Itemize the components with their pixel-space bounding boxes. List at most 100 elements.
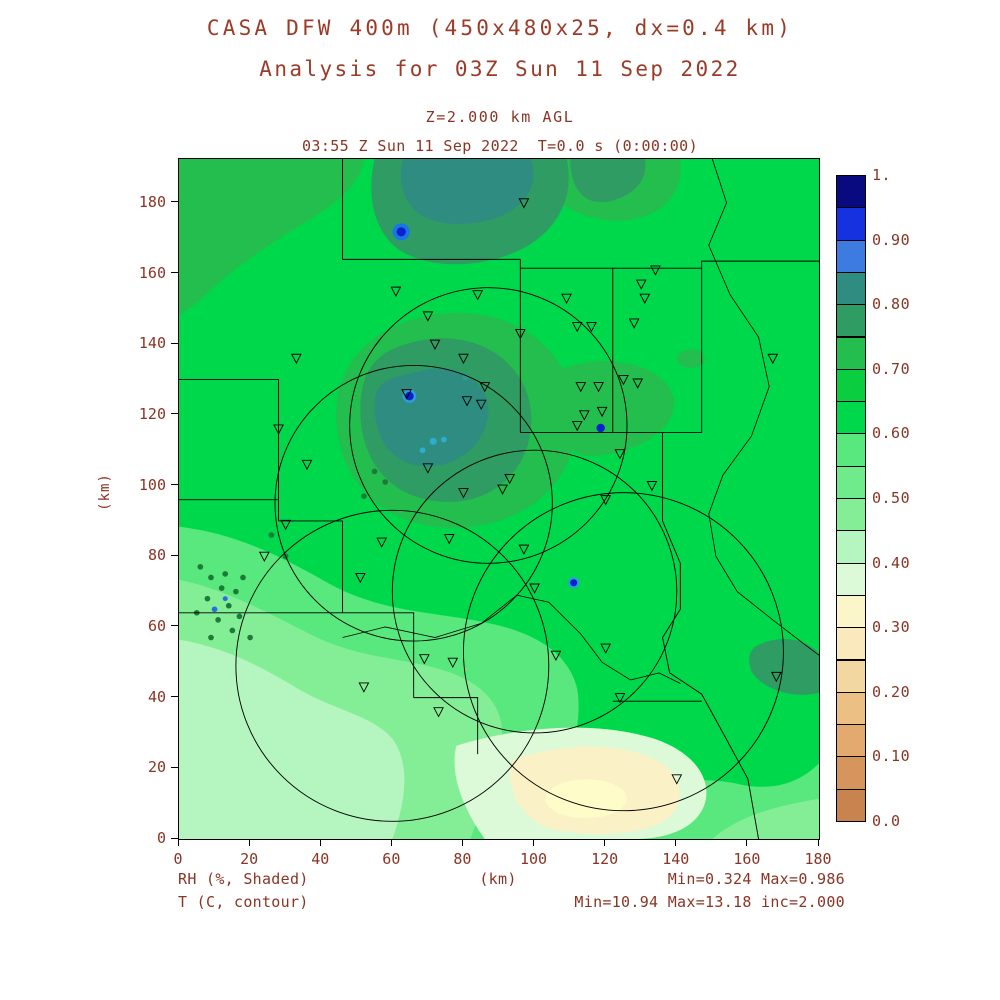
county-line	[662, 432, 681, 610]
y-tick-label: 20	[147, 758, 166, 777]
y-tick-label: 60	[147, 616, 166, 635]
colorbar-tick-label: 0.80	[872, 295, 911, 314]
speckle-dot	[222, 596, 228, 602]
colorbar-cell	[836, 498, 866, 532]
y-tick-mark	[171, 272, 178, 273]
station-marker	[354, 572, 366, 584]
x-tick-mark	[461, 839, 463, 846]
colorbar-cell	[836, 659, 866, 693]
rh-region	[179, 159, 364, 315]
station-marker	[472, 290, 484, 301]
rh-map	[179, 159, 819, 839]
station-marker	[586, 322, 597, 333]
y-tick-mark	[171, 554, 178, 556]
x-tick-mark	[533, 839, 535, 846]
station-marker	[650, 265, 661, 276]
station-marker	[458, 353, 469, 365]
x-tick-mark	[177, 839, 179, 846]
station-marker	[550, 650, 562, 661]
speckle-dot	[371, 468, 378, 475]
speckle-dot	[218, 585, 225, 591]
rh-region	[570, 159, 646, 203]
y-axis-label: (km)	[96, 473, 113, 511]
station-marker	[497, 484, 508, 495]
colorbar-cell	[836, 175, 866, 209]
station-marker	[575, 382, 587, 393]
shaded-field-label: RH (%, Shaded)	[178, 870, 309, 888]
x-tick-label: 20	[240, 850, 259, 868]
colorbar-tick-label: 0.30	[872, 618, 911, 637]
county-line	[413, 697, 479, 755]
station-marker	[461, 396, 473, 407]
rh-region	[400, 159, 534, 225]
x-tick-mark	[817, 839, 819, 846]
station-marker	[518, 198, 530, 209]
station-marker	[600, 643, 612, 654]
colorbar-cell	[836, 207, 866, 241]
speckle-dot	[229, 627, 236, 634]
moisture-spot	[441, 436, 447, 443]
moisture-spots	[392, 223, 605, 589]
colorbar-cell	[836, 724, 866, 758]
station-marker	[561, 293, 572, 305]
colorbar-tick-label: 0.50	[872, 489, 911, 507]
station-marker	[447, 657, 459, 669]
station-marker	[571, 322, 583, 333]
station-marker	[767, 353, 779, 365]
colorbar	[836, 175, 866, 822]
y-tick-mark	[171, 342, 178, 344]
x-axis-label: (km)	[479, 870, 517, 888]
colorbar-tick-label: 0.10	[872, 747, 911, 766]
x-tick-mark	[604, 839, 606, 846]
colorbar-cell	[836, 788, 866, 822]
station-marker	[443, 534, 455, 545]
colorbar-cell	[836, 756, 866, 790]
station-marker	[458, 488, 469, 499]
time-label: 03:55 Z Sun 11 Sep 2022 T=0.0 s (0:00:00…	[301, 137, 699, 155]
plot-subtitle: Analysis for 03Z Sun 11 Sep 2022	[259, 57, 741, 81]
speckle-dot	[208, 634, 214, 641]
contour-field-label: T (C, contour)	[178, 893, 309, 911]
moisture-spot	[405, 391, 414, 401]
colorbar-cell	[836, 433, 866, 467]
station-marker	[301, 459, 313, 471]
station-marker	[422, 311, 434, 322]
y-tick-label: 0	[156, 829, 166, 847]
speckle-dot	[240, 574, 246, 581]
station-marker	[628, 318, 640, 329]
colorbar-tick-label: 0.40	[872, 553, 911, 572]
colorbar-cell	[836, 239, 866, 273]
speckle-dot	[361, 493, 367, 499]
station-marker	[273, 424, 284, 435]
y-tick-mark	[171, 766, 178, 768]
y-tick-mark	[171, 201, 178, 203]
y-tick-label: 160	[138, 263, 166, 282]
station-marker	[258, 551, 270, 563]
rh-region	[179, 639, 405, 839]
colorbar-cell	[836, 530, 866, 564]
station-marker	[614, 449, 626, 460]
speckle-dot	[382, 479, 389, 485]
x-tick-label: 40	[311, 850, 330, 868]
station-marker	[401, 389, 412, 400]
speckle-dot	[204, 595, 211, 602]
colorbar-cell	[836, 336, 866, 370]
moisture-spot	[429, 437, 437, 445]
radar-range-circle	[235, 509, 550, 822]
county-lines	[179, 159, 819, 839]
speckle-dot	[225, 602, 232, 609]
y-tick-mark	[171, 837, 178, 839]
x-tick-label: 120	[591, 850, 619, 868]
x-tick-mark	[675, 839, 677, 846]
colorbar-cell	[836, 401, 866, 435]
radar-range-circle	[349, 287, 628, 564]
station-marker	[429, 339, 441, 350]
station-marker	[422, 463, 434, 474]
x-tick-mark	[390, 839, 392, 846]
colorbar-tick-label: 0.60	[872, 424, 911, 443]
colorbar-cell	[836, 304, 866, 338]
moisture-spot	[419, 447, 426, 454]
station-marker	[479, 382, 491, 393]
county-line	[342, 612, 415, 698]
station-marker	[600, 495, 612, 506]
